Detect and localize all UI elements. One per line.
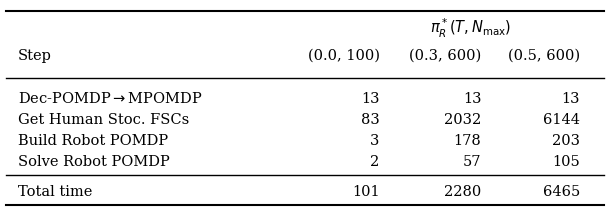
Text: 13: 13 (561, 92, 580, 106)
Text: 13: 13 (463, 92, 481, 106)
Text: (0.5, 600): (0.5, 600) (508, 49, 580, 63)
Text: Total time: Total time (18, 185, 93, 199)
Text: (0.3, 600): (0.3, 600) (409, 49, 481, 63)
Text: Dec-POMDP$\rightarrow$MPOMDP: Dec-POMDP$\rightarrow$MPOMDP (18, 91, 203, 106)
Text: 105: 105 (552, 155, 580, 169)
Text: 3: 3 (370, 134, 379, 148)
Text: 6144: 6144 (543, 113, 580, 127)
Text: 13: 13 (361, 92, 379, 106)
Text: Get Human Stoc. FSCs: Get Human Stoc. FSCs (18, 113, 189, 127)
Text: Solve Robot POMDP: Solve Robot POMDP (18, 155, 170, 169)
Text: 57: 57 (463, 155, 481, 169)
Text: 2: 2 (370, 155, 379, 169)
Text: 2032: 2032 (444, 113, 481, 127)
Text: 101: 101 (352, 185, 379, 199)
Text: 83: 83 (361, 113, 379, 127)
Text: (0.0, 100): (0.0, 100) (307, 49, 379, 63)
Text: 6465: 6465 (543, 185, 580, 199)
Text: 2280: 2280 (444, 185, 481, 199)
Text: Build Robot POMDP: Build Robot POMDP (18, 134, 168, 148)
Text: 178: 178 (454, 134, 481, 148)
Text: $\pi^*_R(T, N_{\max})$: $\pi^*_R(T, N_{\max})$ (430, 17, 512, 40)
Text: Step: Step (18, 49, 52, 63)
Text: 203: 203 (552, 134, 580, 148)
